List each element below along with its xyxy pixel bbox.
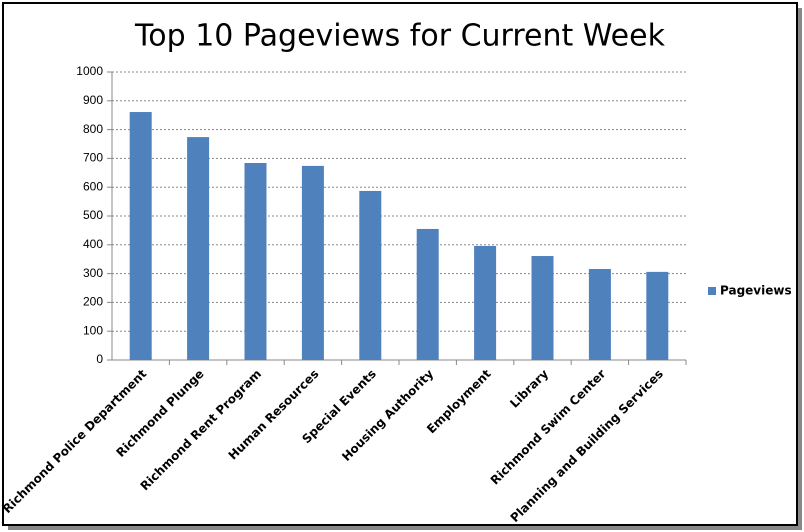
y-tick-label: 1000 (76, 64, 103, 78)
bar (588, 268, 611, 360)
y-tick-label: 200 (83, 295, 103, 309)
bar (301, 165, 324, 360)
y-tick-label: 900 (83, 93, 103, 107)
chart-title: Top 10 Pageviews for Current Week (134, 19, 666, 54)
bar (187, 137, 210, 360)
y-tick-label: 0 (96, 352, 103, 366)
bar (416, 228, 439, 360)
y-tick-label: 100 (83, 323, 103, 337)
y-tick-label: 800 (83, 122, 103, 136)
frame-shadow (8, 526, 802, 530)
bar (474, 245, 497, 360)
bar (244, 163, 267, 360)
legend-label: Pageviews (720, 284, 792, 298)
frame-shadow (798, 8, 802, 528)
y-tick-label: 400 (83, 237, 103, 251)
bar (531, 256, 554, 360)
bar (646, 271, 669, 360)
y-tick-label: 500 (83, 208, 103, 222)
legend-swatch (708, 287, 716, 295)
bar (129, 112, 152, 360)
bar (359, 190, 382, 360)
y-tick-label: 300 (83, 266, 103, 280)
y-tick-label: 700 (83, 151, 103, 165)
y-tick-label: 600 (83, 179, 103, 193)
